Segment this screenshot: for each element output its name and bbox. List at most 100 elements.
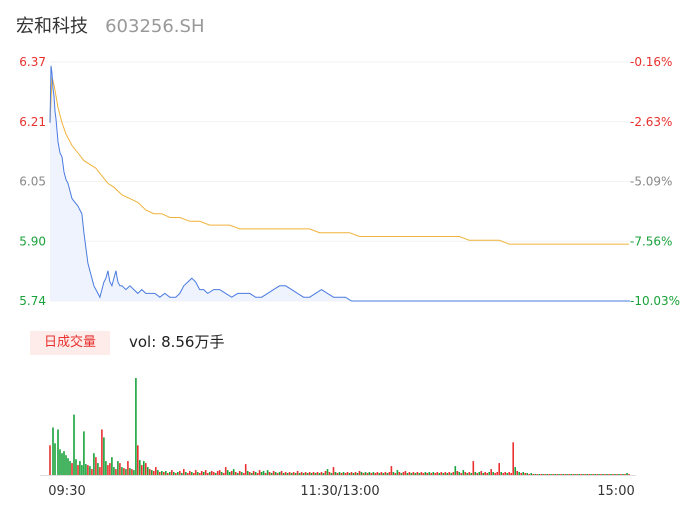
volume-bar: [105, 461, 107, 475]
volume-bar: [350, 472, 353, 475]
volume-bar: [384, 472, 387, 475]
volume-bar: [107, 465, 109, 475]
volume-bar: [388, 472, 391, 475]
volume-bar: [224, 467, 227, 475]
volume-bar: [420, 472, 423, 475]
volume-bar: [87, 465, 89, 475]
volume-bar: [258, 470, 261, 476]
volume-bar: [296, 471, 299, 475]
volume-bar: [454, 466, 457, 475]
volume-bar: [274, 472, 277, 475]
volume-bar: [456, 471, 459, 475]
volume-label-prefix: vol:: [129, 333, 157, 351]
volume-bar: [498, 463, 500, 475]
volume-bar: [298, 473, 301, 475]
volume-bar: [189, 471, 191, 475]
volume-bar: [440, 472, 443, 475]
volume-bar: [202, 472, 205, 475]
volume-bar: [250, 473, 253, 475]
volume-bar: [382, 473, 385, 475]
volume-bar: [594, 474, 596, 475]
volume-bar: [123, 468, 125, 475]
volume-bar: [270, 473, 273, 475]
volume-bar: [240, 472, 243, 475]
volume-bar: [390, 466, 393, 475]
volume-bar: [490, 469, 492, 475]
volume-bar: [392, 472, 395, 475]
volume-bar: [63, 451, 65, 475]
volume-bar: [246, 471, 249, 475]
volume-bar: [157, 470, 159, 476]
volume-bar: [510, 473, 512, 475]
volume-bar: [500, 472, 502, 475]
volume-bar: [125, 469, 127, 475]
volume-bar: [232, 469, 235, 475]
volume-bar: [153, 471, 155, 475]
volume-bar: [200, 471, 203, 475]
volume-bar: [280, 471, 283, 475]
stock-code: 603256.SH: [105, 16, 205, 37]
volume-bar: [466, 473, 469, 475]
volume-bar: [402, 472, 405, 475]
volume-bar: [468, 472, 471, 475]
volume-bar: [135, 378, 137, 475]
volume-bar: [530, 473, 532, 475]
volume-bar: [99, 467, 101, 475]
y-tick-label-left: 5.74: [19, 294, 46, 308]
volume-bar: [464, 472, 467, 475]
volume-bar: [620, 474, 622, 475]
volume-bar: [492, 472, 494, 475]
volume-bar: [198, 473, 201, 475]
volume-bar: [408, 472, 411, 475]
volume-bar: [67, 458, 69, 475]
volume-bar: [474, 472, 477, 475]
volume-bar: [346, 472, 349, 475]
volume-bar: [137, 445, 139, 475]
volume-bar: [117, 461, 119, 475]
volume-bar: [147, 467, 149, 475]
y-tick-label-left: 6.37: [19, 55, 46, 69]
volume-bar: [302, 473, 305, 475]
volume-bar: [410, 473, 413, 475]
volume-bar: [546, 474, 548, 475]
volume-bar: [624, 474, 626, 475]
volume-bar: [458, 472, 461, 475]
volume-bar: [626, 473, 628, 475]
volume-bar: [378, 473, 381, 475]
volume-bar: [183, 469, 185, 475]
volume-bar: [380, 472, 383, 475]
volume-label: vol: 8.56万手: [129, 331, 224, 353]
volume-bar: [432, 472, 435, 475]
volume-bar: [582, 474, 584, 475]
volume-bar: [348, 473, 351, 475]
volume-bar: [52, 427, 54, 475]
volume-bar: [362, 473, 365, 475]
volume-bar: [294, 473, 297, 475]
y-tick-label-right: -10.03%: [630, 294, 680, 308]
volume-bar: [252, 471, 255, 475]
volume-bar: [484, 472, 486, 475]
volume-bar: [400, 473, 403, 475]
volume-bar: [470, 473, 473, 475]
volume-bar: [204, 470, 207, 476]
volume-bar: [596, 474, 598, 475]
volume-bar: [244, 464, 247, 475]
volume-bar: [208, 472, 211, 475]
volume-bar: [59, 449, 61, 475]
volume-bar: [216, 471, 219, 475]
volume-bar: [238, 471, 241, 475]
volume-bar: [396, 470, 399, 476]
volume-bar: [472, 461, 475, 475]
x-tick-label: 11:30/13:00: [300, 484, 379, 499]
volume-bar: [544, 474, 546, 475]
volume-bar: [316, 472, 319, 475]
volume-bar: [446, 473, 449, 475]
volume-bar: [79, 461, 81, 475]
volume-bar: [85, 464, 87, 475]
volume-bar: [71, 463, 73, 475]
volume-bar: [376, 472, 379, 475]
volume-bar: [330, 473, 333, 475]
volume-bar: [320, 472, 323, 475]
volume-bar: [494, 473, 496, 475]
volume-bar: [560, 474, 562, 475]
